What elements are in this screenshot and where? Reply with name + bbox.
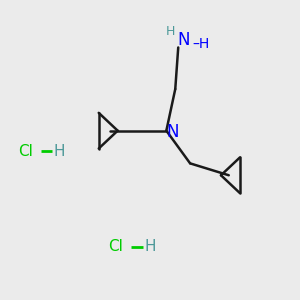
Text: H: H: [144, 239, 156, 254]
Text: Cl: Cl: [18, 144, 33, 159]
Text: N: N: [167, 123, 179, 141]
Text: H: H: [166, 25, 176, 38]
Text: Cl: Cl: [108, 239, 123, 254]
Text: H: H: [54, 144, 65, 159]
Text: N: N: [177, 31, 190, 49]
Text: –H: –H: [192, 38, 209, 52]
